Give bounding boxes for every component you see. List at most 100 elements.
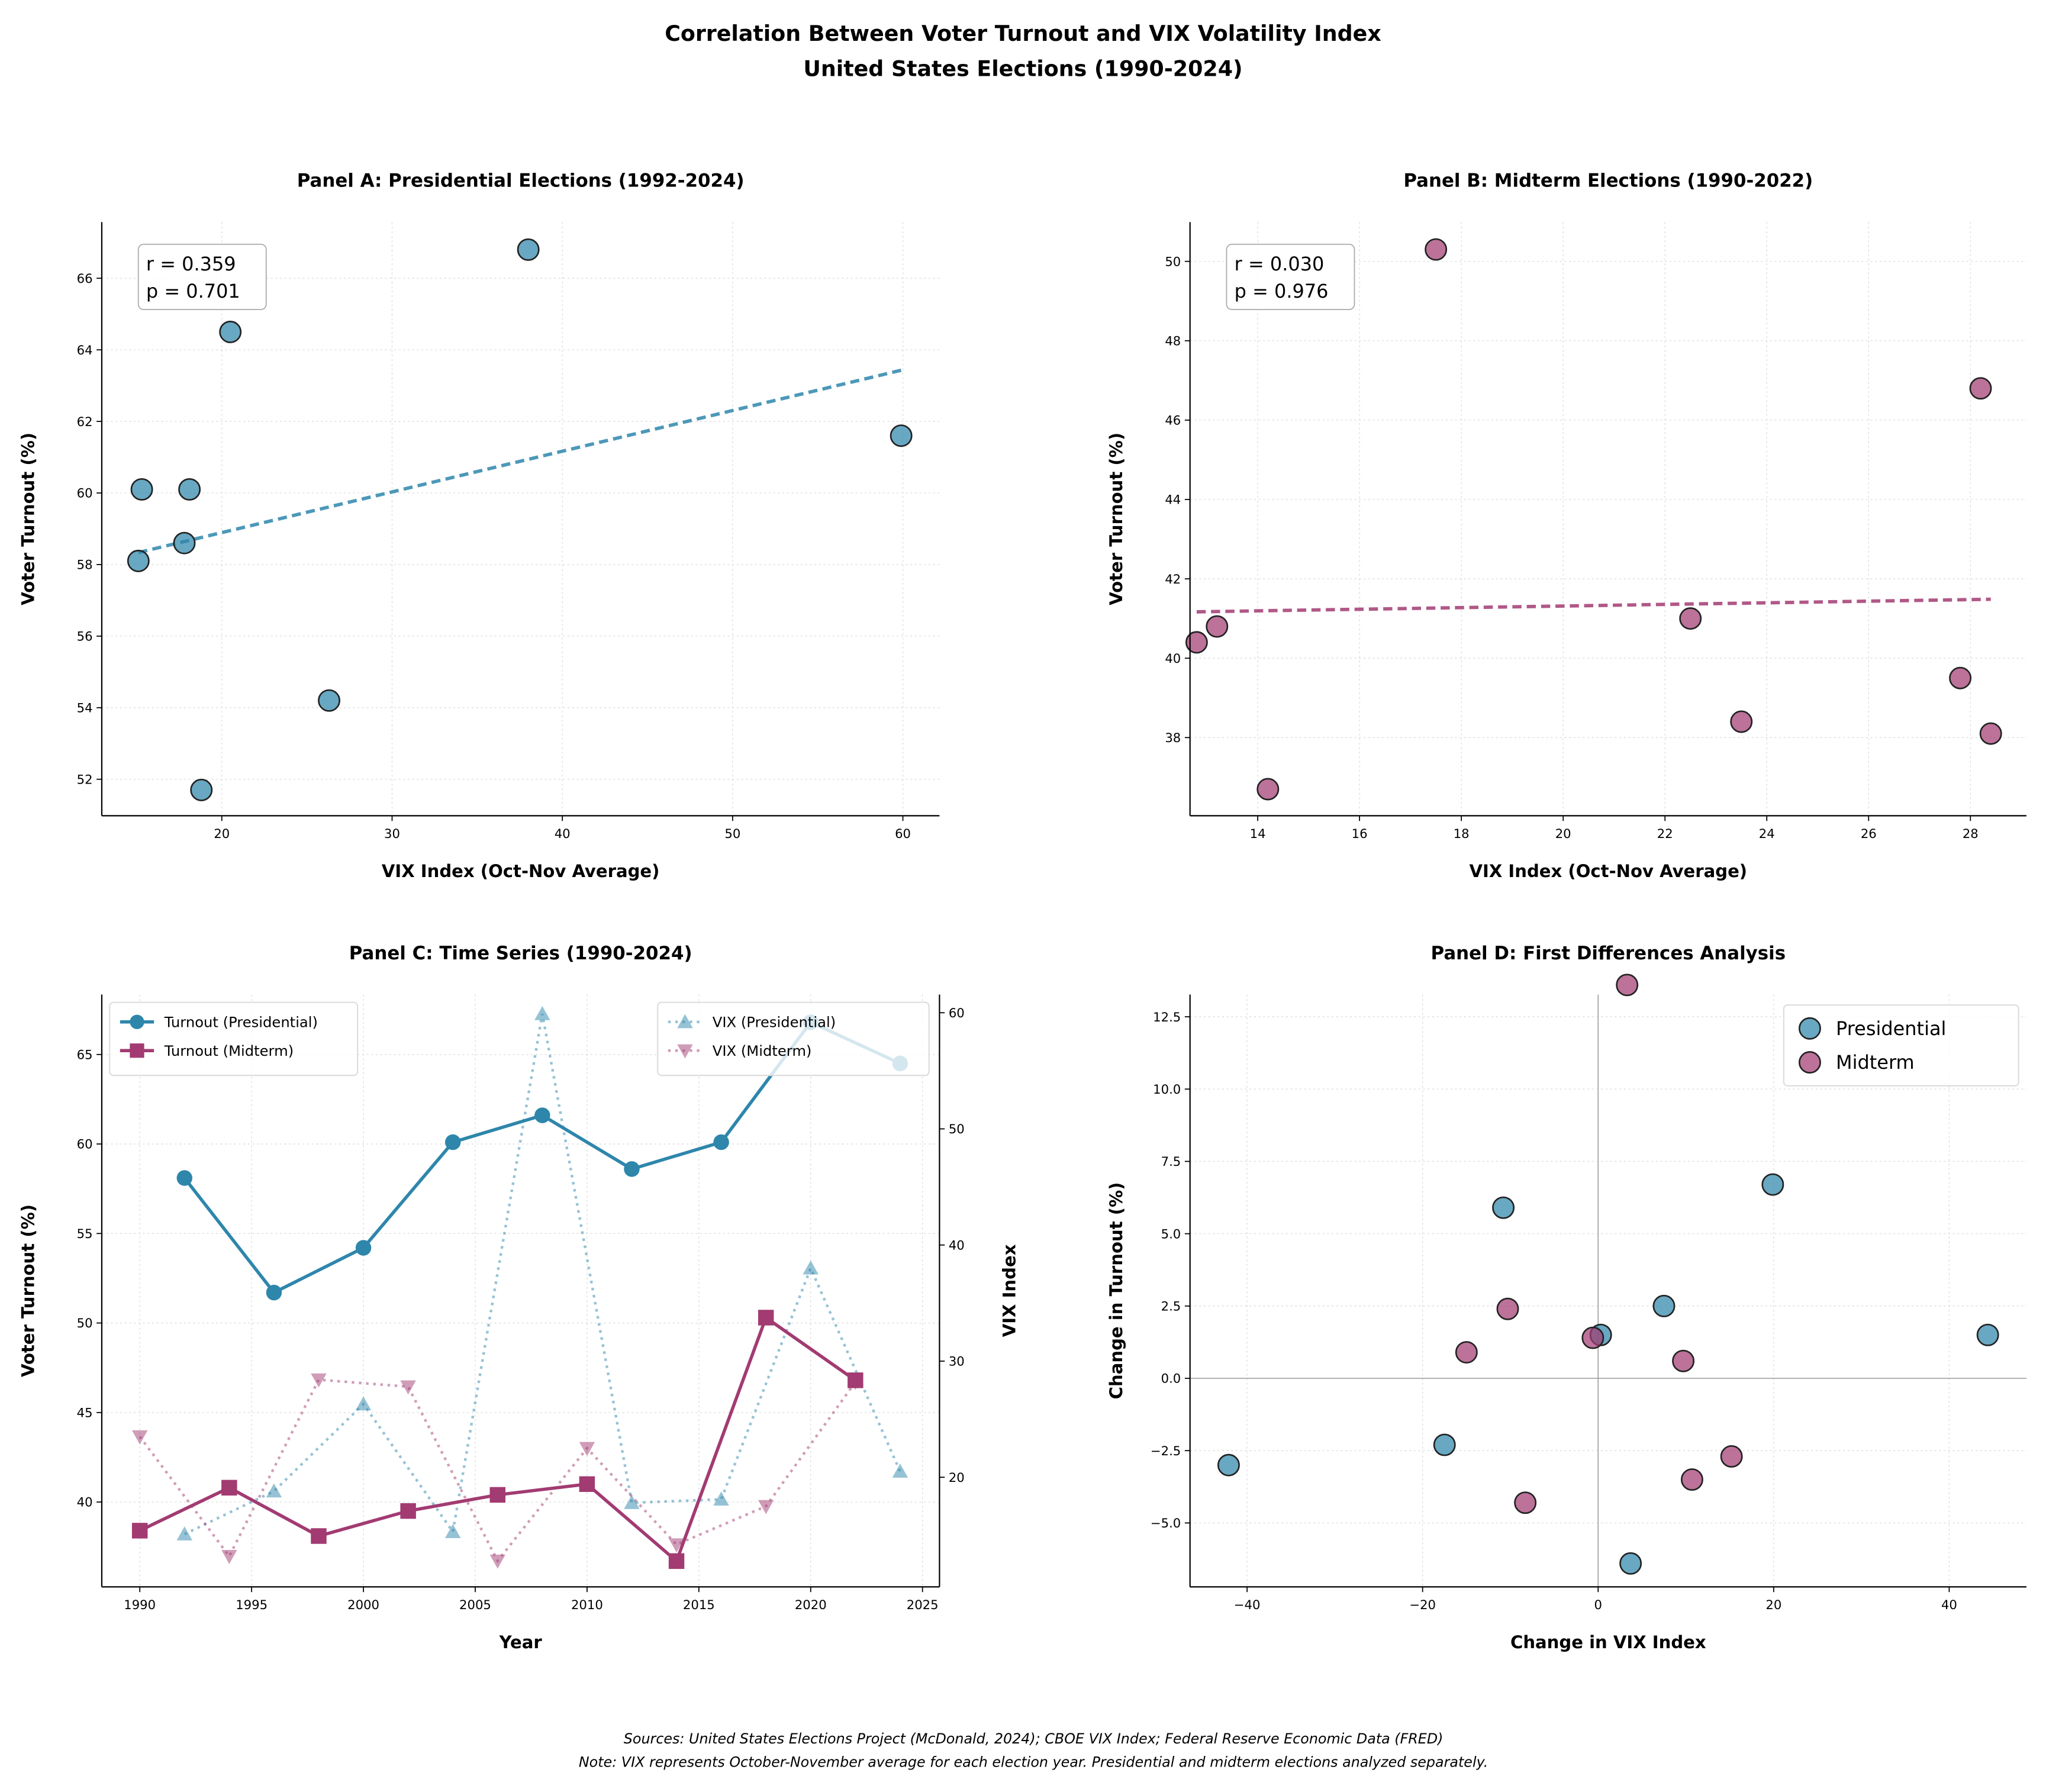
y-tick-label: 38: [1165, 730, 1181, 745]
y-axis-label: Change in Turnout (%): [1106, 1182, 1126, 1400]
series-marker: [534, 1107, 550, 1123]
y-tick-label: 64: [77, 343, 93, 357]
x-tick-label: 2020: [795, 1597, 827, 1612]
y-tick-label: 48: [1165, 333, 1181, 348]
legend-label: Turnout (Presidential): [164, 1014, 318, 1031]
panel-title: Panel B: Midterm Elections (1990-2022): [1403, 170, 1813, 192]
series-marker: [400, 1380, 416, 1395]
y-axis-label: Voter Turnout (%): [1106, 433, 1126, 605]
x-tick-label: 14: [1250, 826, 1266, 841]
r-value: r = 0.359: [146, 253, 236, 275]
y-tick-label: 0.0: [1161, 1371, 1181, 1386]
data-point: [127, 549, 150, 572]
x-tick-label: 20: [214, 826, 230, 841]
y-tick-label: 62: [77, 414, 93, 429]
x-tick-label: 20: [1765, 1597, 1781, 1612]
x-axis-label: Change in VIX Index: [1510, 1632, 1706, 1652]
y-tick-label: 40: [77, 1495, 93, 1510]
p-value: p = 0.976: [1235, 280, 1329, 302]
y-tick-label: 45: [77, 1405, 93, 1420]
legend-marker: [130, 1043, 144, 1058]
y-tick-label: 5.0: [1161, 1226, 1181, 1241]
legend-marker: [677, 1014, 693, 1029]
y-axis-label: Voter Turnout (%): [18, 1204, 38, 1377]
y-tick-label: 12.5: [1153, 1010, 1181, 1024]
data-point-midterm: [1616, 974, 1639, 997]
panel-title: Panel D: First Differences Analysis: [1431, 943, 1786, 964]
p-value: p = 0.701: [146, 280, 240, 302]
legend-label: Presidential: [1836, 1017, 1946, 1040]
x-tick-label: 30: [384, 826, 400, 841]
legend-marker: [677, 1044, 693, 1059]
y-tick-label: 55: [77, 1226, 93, 1241]
x-tick-label: 2000: [347, 1597, 379, 1612]
series-line-3: [138, 1378, 857, 1564]
data-point-presidential: [1652, 1294, 1676, 1317]
y-tick-label: 2.5: [1161, 1299, 1181, 1314]
y-tick-label: 60: [77, 486, 93, 501]
data-point: [1730, 710, 1753, 733]
x-axis-label: VIX Index (Oct-Nov Average): [1470, 861, 1748, 881]
x-tick-label: −20: [1409, 1597, 1436, 1612]
x-tick-label: 60: [895, 826, 911, 841]
y-right-tick-label: 40: [949, 1237, 965, 1252]
y-tick-label: 40: [1165, 651, 1181, 666]
y-tick-label: 54: [77, 701, 93, 715]
series-line-1: [139, 1315, 856, 1564]
data-point: [1979, 722, 2002, 745]
data-point: [173, 531, 196, 555]
data-point: [178, 478, 201, 501]
data-point: [190, 778, 213, 801]
series-marker: [713, 1134, 729, 1150]
x-tick-label: 1995: [236, 1597, 268, 1612]
legend-marker: [1798, 1051, 1821, 1074]
data-point: [130, 478, 153, 501]
series-marker: [758, 1310, 774, 1326]
data-point-presidential: [1433, 1433, 1456, 1456]
stats-box: [1226, 243, 1355, 310]
figure-title-line1: Correlation Between Voter Turnout and VI…: [665, 21, 1381, 46]
series-marker: [489, 1487, 505, 1503]
data-point-presidential: [1976, 1323, 1999, 1346]
x-tick-label: 2025: [907, 1597, 939, 1612]
y-tick-label: 46: [1165, 413, 1181, 428]
series-marker: [176, 1170, 193, 1186]
legend-box: [657, 1001, 930, 1077]
series-marker: [444, 1524, 461, 1538]
series-marker: [892, 1464, 908, 1478]
x-tick-label: −40: [1234, 1597, 1261, 1612]
legend-label: Midterm: [1836, 1051, 1915, 1074]
y-right-tick-label: 30: [949, 1354, 965, 1369]
x-axis-label: Year: [499, 1632, 543, 1652]
r-value: r = 0.030: [1235, 253, 1325, 275]
trend-line: [1196, 597, 1991, 614]
series-marker: [131, 1430, 148, 1445]
data-point: [219, 320, 242, 343]
series-marker: [400, 1503, 416, 1519]
y-tick-label: 44: [1165, 492, 1181, 507]
figure-title-line2: United States Elections (1990-2024): [803, 56, 1242, 81]
x-tick-label: 20: [1555, 826, 1571, 841]
y-tick-label: 60: [77, 1137, 93, 1152]
legend-label: Turnout (Midterm): [164, 1042, 294, 1059]
series-line-2: [183, 1013, 901, 1536]
trend-line: [138, 368, 902, 555]
y-tick-label: 58: [77, 557, 93, 572]
series-marker: [355, 1240, 372, 1256]
y-tick-label: 65: [77, 1048, 93, 1062]
x-tick-label: 40: [555, 826, 571, 841]
series-marker: [534, 1005, 550, 1020]
data-point: [1679, 607, 1702, 630]
y-right-tick-label: 50: [949, 1121, 965, 1136]
y-tick-label: 50: [77, 1316, 93, 1330]
y-right-axis-label: VIX Index: [999, 1244, 1019, 1337]
x-tick-label: 2005: [459, 1597, 491, 1612]
series-marker: [266, 1284, 282, 1301]
legend-box: [1783, 1004, 2019, 1087]
data-point: [890, 424, 913, 447]
data-point-presidential: [1217, 1453, 1240, 1477]
panel-b: 14 16 18 20 22 24 26 28 38 40 42 44 46 48 50 Panel B: M…: [1106, 170, 2026, 881]
series-marker: [311, 1528, 327, 1544]
x-axis-label: VIX Index (Oct-Nov Average): [382, 861, 660, 881]
